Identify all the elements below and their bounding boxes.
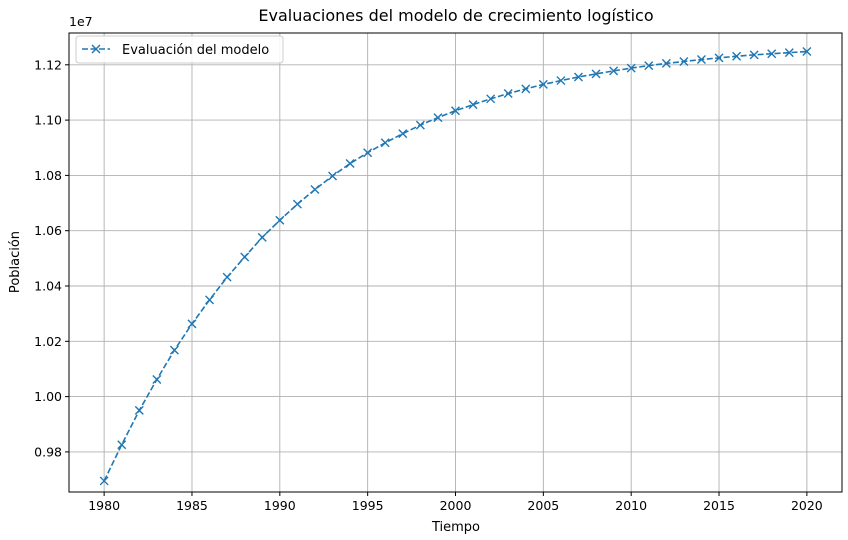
data-point (363, 148, 373, 158)
y-tick-label: 1.06 (34, 223, 62, 238)
data-point (345, 159, 355, 169)
data-point (609, 66, 619, 76)
data-point (732, 51, 742, 61)
legend-label: Evaluación del modelo (122, 43, 269, 58)
data-point (328, 171, 338, 181)
y-axis-label: Población (8, 231, 23, 293)
data-point (503, 89, 513, 99)
data-point (451, 106, 460, 116)
data-point (679, 56, 689, 66)
x-tick-label: 1985 (176, 498, 208, 513)
data-point (169, 345, 179, 355)
data-point (187, 319, 197, 329)
data-point (591, 69, 601, 79)
data-point (486, 94, 496, 104)
data-point (310, 185, 320, 194)
data-point (415, 120, 425, 130)
x-tick-label: 2005 (527, 498, 559, 513)
data-point (99, 476, 109, 486)
data-point (240, 252, 250, 262)
y-tick-label: 0.98 (34, 444, 62, 459)
data-point (134, 405, 144, 415)
y-axis: 0.98 1.00 1.02 1.04 1.06 1.08 1.10 1.12 (34, 57, 69, 459)
data-point (573, 72, 583, 82)
data-point (556, 76, 566, 86)
data-point (538, 79, 548, 89)
data-point (661, 58, 671, 68)
y-tick-label: 1.02 (34, 334, 62, 349)
x-axis-label: Tiempo (431, 520, 480, 535)
y-tick-label: 1.10 (34, 113, 62, 128)
legend-marker (91, 44, 101, 54)
data-point (696, 55, 706, 65)
data-point (626, 63, 636, 73)
legend-box (75, 35, 284, 64)
y-tick-label: 1.04 (34, 279, 62, 294)
data-point (767, 49, 777, 59)
data-point (468, 100, 478, 110)
data-point (222, 272, 232, 282)
data-point (521, 84, 531, 94)
x-tick-label: 2020 (791, 498, 823, 513)
legend: Evaluación del modelo (75, 35, 284, 64)
x-tick-label: 2015 (703, 498, 735, 513)
y-tick-label: 1.12 (34, 57, 62, 72)
data-point (292, 199, 302, 209)
data-point (714, 53, 724, 63)
data-point (802, 47, 812, 57)
data-point (398, 129, 408, 139)
x-tick-label: 1995 (352, 498, 384, 513)
x-tick-label: 2010 (615, 498, 647, 513)
y-tick-label: 1.00 (34, 389, 62, 404)
y-tick-label: 1.08 (34, 168, 62, 183)
data-point (117, 440, 127, 450)
data-point (784, 48, 794, 58)
data-point (205, 295, 215, 305)
grid (69, 33, 842, 492)
data-point (257, 232, 267, 242)
chart-title: Evaluaciones del modelo de crecimiento l… (258, 6, 653, 25)
data-point (644, 61, 654, 71)
data-point (433, 113, 443, 123)
data-point (749, 50, 759, 60)
data-point (275, 215, 285, 225)
x-tick-label: 1990 (264, 498, 296, 513)
data-point (152, 374, 162, 384)
x-tick-label: 1980 (88, 498, 120, 513)
x-tick-label: 2000 (440, 498, 472, 513)
data-point (380, 138, 390, 148)
x-axis: 1980 1985 1990 1995 2000 2005 2010 2015 2020 (88, 492, 823, 513)
series-layer (99, 47, 812, 486)
y-offset-label: 1e7 (69, 14, 93, 29)
